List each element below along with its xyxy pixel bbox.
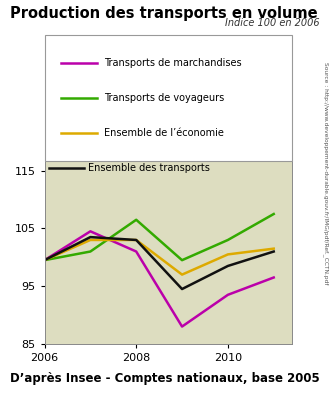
Text: Ensemble des transports: Ensemble des transports bbox=[88, 163, 210, 173]
Text: Transports de voyageurs: Transports de voyageurs bbox=[104, 93, 224, 103]
Text: Production des transports en volume: Production des transports en volume bbox=[10, 6, 317, 21]
Text: Transports de marchandises: Transports de marchandises bbox=[104, 58, 242, 68]
Text: D’après Insee - Comptes nationaux, base 2005: D’après Insee - Comptes nationaux, base … bbox=[10, 371, 320, 385]
Text: Indice 100 en 2006: Indice 100 en 2006 bbox=[225, 18, 320, 28]
Point bbox=[47, 165, 51, 170]
Point bbox=[82, 165, 85, 170]
Text: Source : http://www.developpement-durable.gouv.fr/IMG/pdf/Ref._CCTN.pdf: Source : http://www.developpement-durabl… bbox=[323, 62, 328, 284]
Text: Ensemble de l’économie: Ensemble de l’économie bbox=[104, 129, 224, 138]
